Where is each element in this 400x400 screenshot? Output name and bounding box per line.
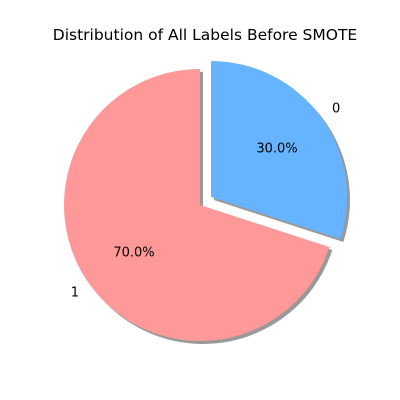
percent-label-0: 30.0% — [256, 142, 297, 157]
pie-slice-0 — [211, 61, 348, 240]
percent-label-1: 70.0% — [113, 245, 154, 260]
label-layer: 70.0% 1 30.0% 0 — [71, 102, 341, 301]
slice-label-1: 1 — [71, 285, 79, 300]
slice-label-0: 0 — [332, 102, 340, 117]
pie-slice-1 — [63, 69, 330, 341]
slice-layer — [63, 61, 348, 341]
chart-title: Distribution of All Labels Before SMOTE — [53, 26, 357, 44]
